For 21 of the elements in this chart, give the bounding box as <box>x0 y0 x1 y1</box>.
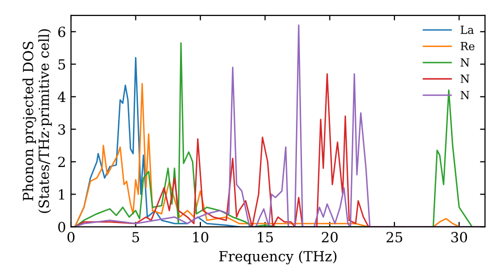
legend-label: N <box>460 90 470 100</box>
y-tick-label: 4 <box>58 92 66 102</box>
y-tick-label: 1 <box>58 189 64 200</box>
x-tick-label: 10 <box>193 232 208 242</box>
legend-label: N <box>460 58 470 67</box>
legend-label: Re <box>460 42 474 50</box>
x-tick-label: 5 <box>132 232 140 242</box>
y-tick-label: 5 <box>58 59 66 70</box>
x-tick-label: 15 <box>258 232 273 242</box>
x-axis-title: Frequency (THz) <box>219 250 336 264</box>
x-tick-label: 20 <box>322 232 338 242</box>
x-tick-label: 0 <box>67 232 74 242</box>
legend-label: La <box>460 26 474 34</box>
legend-label: N <box>460 74 470 83</box>
x-tick-label: 30 <box>451 232 468 242</box>
y-tick-label: 2 <box>58 156 65 168</box>
x-tick-label: 25 <box>386 232 402 242</box>
y-tick-label: 3 <box>58 124 66 135</box>
y-axis-title: Phonon projected DOS (States/THz·primitive cell) <box>22 29 52 213</box>
y-tick-label: 0 <box>58 222 66 232</box>
y-tick-label: 6 <box>58 26 66 38</box>
